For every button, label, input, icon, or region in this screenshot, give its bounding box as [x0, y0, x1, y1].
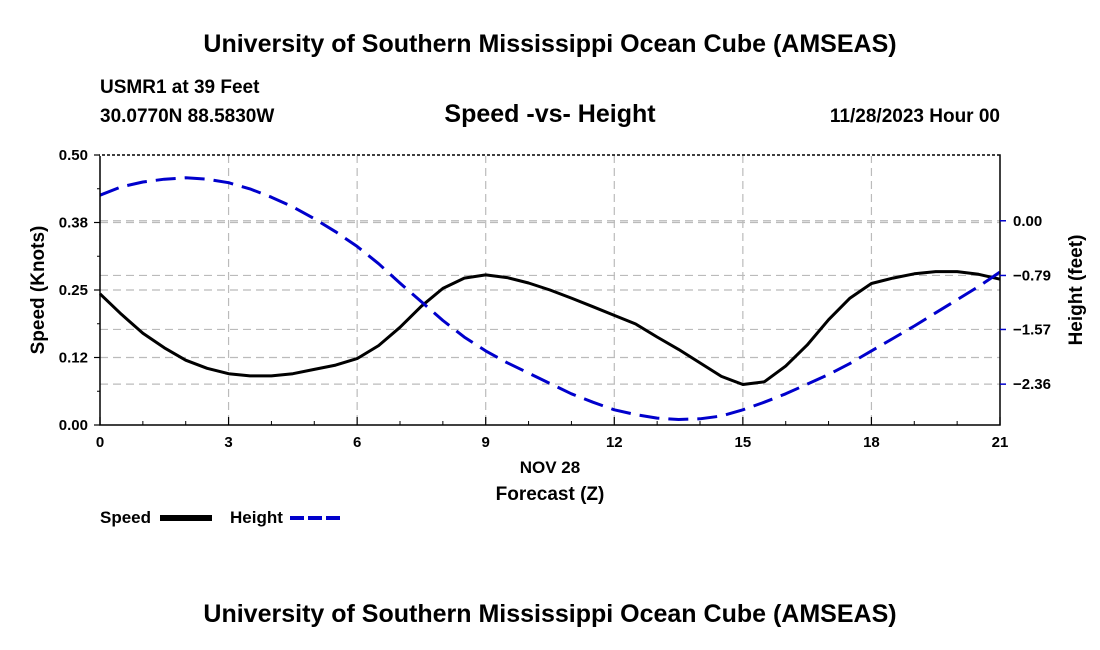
y-tick-label: 0.50	[59, 147, 88, 164]
legend-speed-swatch	[160, 515, 212, 521]
x-axis-title: Forecast (Z)	[496, 484, 605, 505]
height-series-line	[99, 176, 1001, 421]
bottom-title: University of Southern Mississippi Ocean…	[203, 600, 897, 628]
x-tick-label: 21	[992, 434, 1009, 451]
top-title: University of Southern Mississippi Ocean…	[203, 30, 897, 58]
station-label: USMR1 at 39 Feet	[100, 77, 260, 98]
y-tick-label: 0.25	[59, 282, 88, 299]
y-tick-label: 0.12	[59, 350, 88, 367]
axis-labels: 0 3 6 9 12 15 18 21 0.00 0.12 0.25 0.38 0.50 0.00 −0.7…	[28, 147, 1087, 505]
x-tick-label: 0	[96, 434, 104, 451]
y-tick-label: 0.38	[59, 215, 88, 232]
coordinates-label: 30.0770N 88.5830W	[100, 106, 275, 127]
x-tick-label: 6	[353, 434, 361, 451]
y2-tick-label: −0.79	[1013, 267, 1051, 284]
x-tick-label: 9	[482, 434, 490, 451]
datetime-label: 11/28/2023 Hour 00	[829, 106, 1000, 127]
x-tick-label: 15	[735, 434, 752, 451]
y2-axis-title: Height (feet)	[1066, 235, 1087, 346]
y2-tick-label: −1.57	[1013, 321, 1051, 338]
x-tick-label: 12	[606, 434, 623, 451]
x-tick-label: 18	[863, 434, 880, 451]
chart-grid	[100, 155, 1000, 425]
axis-ticks	[94, 154, 1006, 426]
speed-series-line	[98, 270, 1001, 386]
legend-height-label: Height	[230, 508, 283, 527]
legend-speed-label: Speed	[100, 508, 152, 527]
x-tick-label: 3	[224, 434, 232, 451]
y-tick-label: 0.00	[59, 417, 88, 434]
chart-series	[98, 176, 1001, 421]
x-date-label: NOV 28	[520, 458, 580, 477]
legend-height-swatch	[290, 516, 342, 520]
chart-subtitle: Speed -vs- Height	[444, 100, 656, 128]
y2-tick-label: 0.00	[1013, 213, 1042, 230]
y-axis-title: Speed (Knots)	[28, 226, 49, 355]
y2-tick-label: −2.36	[1013, 376, 1051, 393]
